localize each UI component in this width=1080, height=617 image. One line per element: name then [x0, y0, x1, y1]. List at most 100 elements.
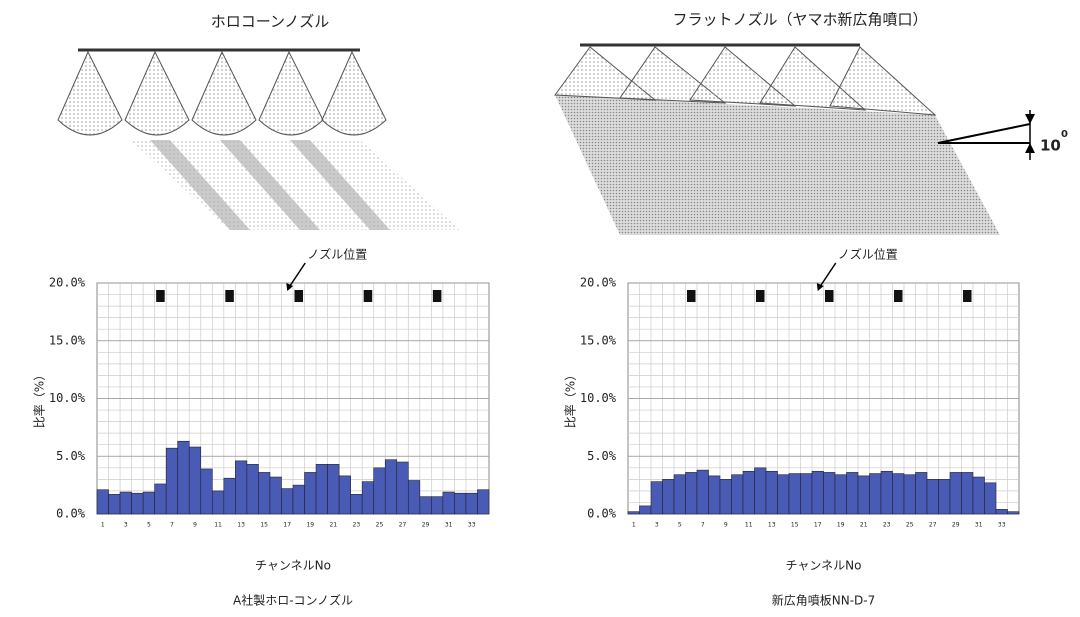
bar [732, 475, 744, 514]
bar [454, 493, 466, 514]
x-axis-label: チャンネルNo [255, 559, 331, 573]
x-tick-label: 27 [399, 522, 407, 529]
x-tick-label: 19 [837, 522, 845, 529]
bar [270, 477, 282, 514]
y-tick-label: 15.0% [49, 333, 86, 347]
x-tick-label: 7 [701, 522, 705, 529]
x-tick-label: 33 [468, 522, 476, 529]
x-tick-label: 9 [724, 522, 728, 529]
x-tick-label: 31 [445, 522, 453, 529]
x-tick-label: 31 [975, 522, 983, 529]
y-axis-label: 比率（%） [563, 369, 578, 428]
bar [466, 493, 478, 514]
bar [1008, 512, 1020, 514]
bar [155, 484, 167, 514]
bar [916, 472, 928, 514]
bar [962, 472, 974, 514]
caption: A社製ホロ-コンノズル [233, 593, 353, 608]
x-tick-label: 21 [330, 522, 338, 529]
bar [120, 492, 132, 514]
nozzle-marker [756, 290, 765, 302]
x-tick-label: 7 [170, 522, 174, 529]
bar [408, 481, 420, 514]
x-axis-label: チャンネルNo [786, 559, 862, 573]
x-tick-label: 27 [929, 522, 937, 529]
bar [431, 497, 443, 514]
x-tick-label: 17 [283, 522, 291, 529]
x-tick-label: 21 [860, 522, 868, 529]
nozzle-marker [295, 290, 304, 302]
left-title: ホロコーンノズル [211, 13, 330, 31]
y-tick-label: 0.0% [587, 507, 617, 521]
bar [824, 472, 836, 514]
figure: ホロコーンノズル フラットノズル（ヤマホ新広角噴口） 10 0 0.0%5.0%… [0, 0, 1080, 613]
bar [973, 477, 985, 514]
x-tick-label: 3 [655, 522, 659, 529]
bar [651, 482, 663, 514]
annotation: ノズル位置 [838, 247, 898, 262]
y-tick-label: 5.0% [56, 449, 86, 463]
bar [201, 469, 213, 514]
nozzle-marker [433, 290, 442, 302]
x-tick-label: 33 [998, 522, 1006, 529]
bar [224, 478, 236, 514]
x-tick-label: 13 [237, 522, 245, 529]
x-tick-label: 11 [214, 522, 222, 529]
x-tick-label: 23 [883, 522, 891, 529]
bar [374, 468, 386, 514]
angle-label: 10 [1040, 137, 1061, 155]
x-tick-label: 29 [422, 522, 430, 529]
x-tick-label: 1 [101, 522, 105, 529]
x-tick-label: 9 [193, 522, 197, 529]
x-tick-label: 5 [147, 522, 151, 529]
bar [847, 472, 859, 514]
bar [258, 472, 270, 514]
nozzle-marker [364, 290, 373, 302]
bar [755, 468, 767, 514]
bar [870, 474, 882, 514]
bar [720, 479, 732, 514]
bar [640, 506, 652, 514]
bar [812, 471, 824, 514]
x-tick-label: 3 [124, 522, 128, 529]
x-tick-label: 17 [814, 522, 822, 529]
annotation: ノズル位置 [307, 247, 367, 262]
bar [766, 471, 778, 514]
flat-nozzle-illustration: 10 0 [555, 45, 1068, 235]
bar [420, 497, 432, 514]
x-tick-label: 19 [306, 522, 314, 529]
bar [189, 447, 201, 514]
angle-sup: 0 [1061, 129, 1068, 140]
nozzle-marker [963, 290, 972, 302]
bar [293, 485, 305, 514]
x-tick-label: 1 [632, 522, 636, 529]
bar [881, 471, 893, 514]
bar [686, 472, 698, 514]
bar [801, 474, 813, 514]
bar [397, 462, 409, 514]
nozzle-marker [156, 290, 165, 302]
bar [927, 479, 939, 514]
y-tick-label: 5.0% [587, 449, 617, 463]
x-tick-label: 13 [768, 522, 776, 529]
bar [212, 491, 224, 514]
bar [132, 493, 144, 514]
bar [743, 471, 755, 514]
hollow-cone-illustration [58, 50, 460, 230]
bar [778, 475, 790, 514]
bar [305, 472, 317, 514]
x-tick-label: 11 [745, 522, 753, 529]
y-tick-label: 20.0% [49, 276, 86, 290]
bar [328, 464, 340, 514]
bar [235, 461, 247, 514]
bar [339, 476, 351, 514]
caption: 新広角噴板NN-D-7 [772, 593, 876, 608]
x-tick-label: 5 [678, 522, 682, 529]
x-tick-label: 25 [376, 522, 384, 529]
bar [247, 464, 259, 514]
x-tick-label: 25 [906, 522, 914, 529]
bar [939, 479, 951, 514]
bar [97, 490, 109, 514]
x-tick-label: 29 [952, 522, 960, 529]
y-tick-label: 10.0% [49, 391, 86, 405]
